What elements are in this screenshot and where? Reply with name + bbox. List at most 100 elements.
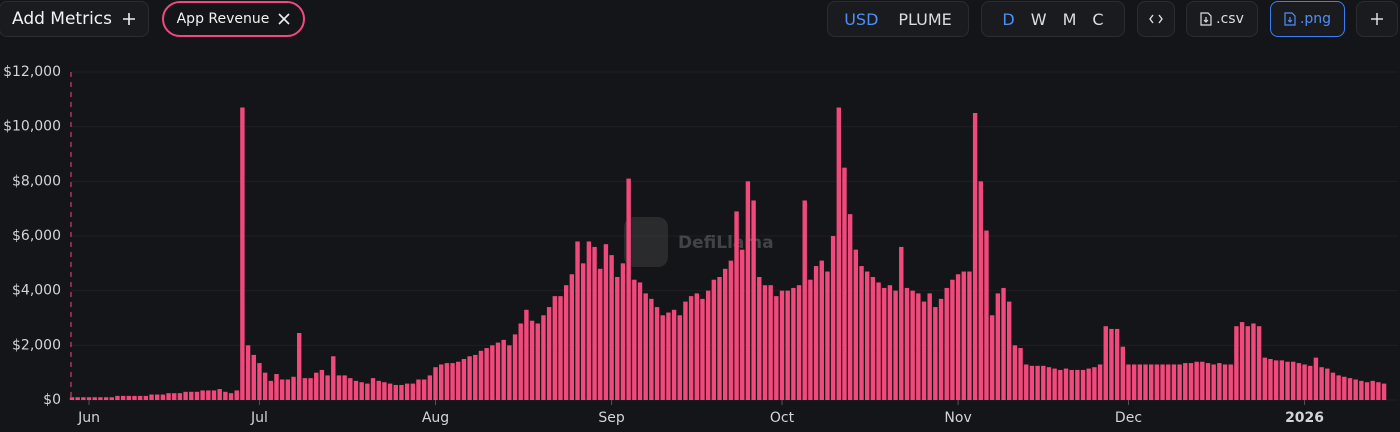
bar (961, 271, 966, 400)
bar (166, 393, 171, 400)
bar (620, 263, 626, 400)
bar (967, 271, 972, 400)
bar (830, 236, 836, 400)
code-icon (1149, 14, 1163, 24)
bar (950, 279, 955, 400)
bar (865, 271, 870, 400)
interval-option[interactable]: W (1030, 9, 1047, 29)
file-icon (1200, 12, 1212, 26)
y-tick-label: $6,000 (12, 228, 61, 244)
bar (1200, 361, 1205, 400)
file-icon (1284, 12, 1296, 26)
bar (910, 290, 915, 400)
bar (1166, 364, 1171, 400)
bar (172, 393, 177, 400)
csv-label: .csv (1216, 11, 1244, 27)
bar (484, 348, 489, 400)
bar (546, 307, 552, 400)
bar (137, 395, 143, 400)
bar (1194, 361, 1199, 400)
bar (501, 339, 506, 400)
embed-button[interactable] (1137, 1, 1175, 37)
bar (297, 333, 302, 400)
bar (1273, 360, 1279, 400)
bar (887, 285, 893, 400)
bar (467, 356, 472, 400)
bar (529, 320, 535, 400)
bar (1308, 365, 1313, 400)
bar (637, 282, 643, 400)
y-tick-label: $12,000 (3, 64, 61, 80)
bar (1052, 368, 1057, 400)
bar (882, 287, 887, 400)
bar (808, 279, 813, 400)
bar (1251, 323, 1256, 400)
x-tick-label: Dec (1115, 410, 1142, 426)
interval-option[interactable]: M (1062, 9, 1077, 29)
bar (194, 391, 200, 400)
bar (603, 244, 609, 400)
bar (1239, 322, 1245, 400)
interval-option[interactable]: D (1002, 9, 1015, 29)
bar (700, 298, 705, 400)
bar (666, 312, 671, 400)
bar (387, 383, 393, 400)
bar (382, 382, 387, 400)
bar (757, 277, 762, 400)
currency-option[interactable]: PLUME (898, 9, 952, 29)
bar (541, 315, 546, 400)
add-metrics-button[interactable]: Add Metrics (0, 1, 149, 37)
bar (1012, 345, 1018, 400)
bar (1086, 368, 1091, 400)
bar (921, 301, 927, 400)
bar (1063, 368, 1069, 400)
bar (325, 375, 330, 400)
bar (1097, 364, 1103, 400)
bar (1217, 363, 1222, 400)
bar (581, 263, 586, 400)
bar (495, 342, 501, 400)
bar (683, 301, 688, 400)
bar (745, 181, 751, 400)
y-tick-label: $4,000 (12, 283, 61, 299)
bar (308, 378, 313, 400)
bar (1001, 287, 1006, 400)
interval-option[interactable]: C (1092, 9, 1104, 29)
metric-chip[interactable]: App Revenue (162, 1, 305, 37)
bar (478, 350, 484, 400)
close-icon[interactable] (278, 13, 290, 25)
bar (404, 383, 410, 400)
bar (819, 260, 824, 400)
bar (813, 266, 819, 400)
bar (598, 268, 603, 400)
bar (75, 397, 80, 400)
bar (734, 211, 739, 400)
bar (1024, 364, 1029, 400)
add-metrics-label: Add Metrics (11, 9, 113, 29)
bar (569, 274, 575, 400)
bar (1330, 372, 1336, 400)
bar (206, 390, 211, 400)
bar (1075, 369, 1080, 400)
bar (348, 378, 353, 400)
bar (1279, 360, 1285, 400)
bar (728, 260, 734, 400)
bar (245, 345, 251, 400)
add-button[interactable] (1356, 1, 1398, 37)
plus-icon (1371, 13, 1383, 25)
bar (353, 380, 359, 400)
plus-icon (123, 13, 136, 25)
bar (177, 393, 183, 400)
bar (944, 287, 949, 400)
bar (444, 363, 450, 400)
csv-button[interactable]: .csv (1186, 1, 1258, 37)
bar (376, 380, 381, 400)
bar (853, 249, 859, 400)
watermark: DefiLlama (624, 217, 774, 267)
currency-option[interactable]: USD (844, 9, 879, 29)
bar (1143, 364, 1148, 400)
bar (132, 395, 137, 400)
bar (1336, 375, 1341, 400)
png-button[interactable]: .png (1270, 1, 1345, 37)
bar (859, 266, 864, 400)
